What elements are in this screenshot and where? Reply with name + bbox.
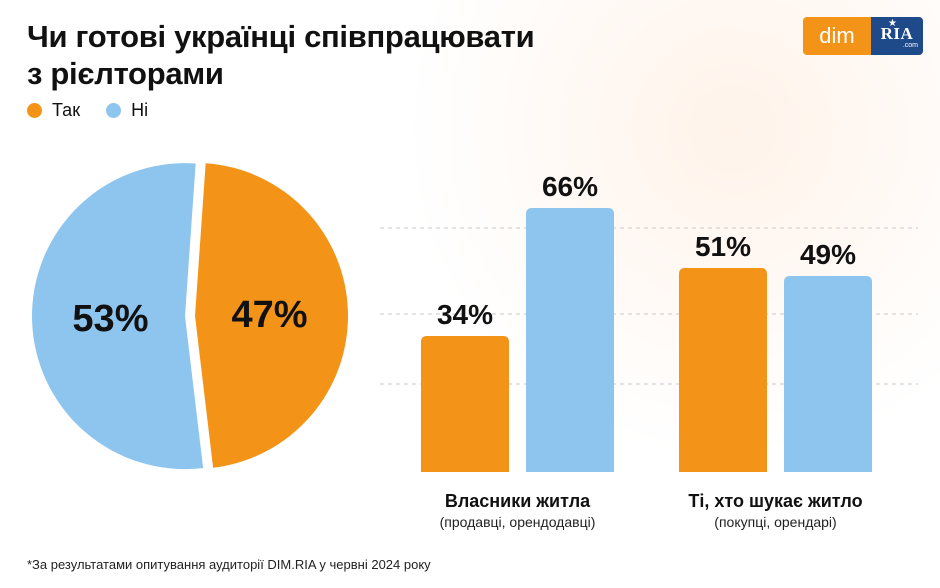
category-label: Ті, хто шукає житло — [688, 491, 862, 511]
bar-no-seekers — [784, 276, 872, 472]
pie-slice-yes — [194, 163, 348, 468]
dimria-logo: dim ★ RIA .com — [803, 17, 923, 55]
data-label: 49% — [800, 239, 856, 270]
pie-label-yes: 47% — [232, 294, 308, 336]
legend-item-yes: Так — [27, 100, 80, 121]
legend-label-yes: Так — [52, 100, 81, 120]
legend-label-no: Ні — [131, 100, 149, 120]
category-sublabel: (покупці, орендарі) — [714, 514, 836, 530]
data-label: 66% — [542, 171, 598, 202]
legend-item-no: Ні — [106, 100, 148, 121]
title-line-1: Чи готові українці співпрацювати — [27, 19, 535, 54]
pie-label-no: 53% — [72, 298, 148, 340]
logo-ria-suffix: .com — [902, 42, 918, 49]
bar-yes-seekers — [679, 268, 767, 472]
data-label: 34% — [437, 299, 493, 330]
footnote: *За результатами опитування аудиторії DI… — [27, 557, 431, 572]
legend-swatch-yes — [27, 103, 42, 118]
title-line-2: з рієлторами — [27, 56, 224, 91]
category-label: Власники житла — [445, 491, 591, 511]
category-sublabel: (продавці, орендодавці) — [440, 514, 596, 530]
legend-swatch-no — [106, 103, 122, 118]
bar-no-owners — [526, 208, 614, 472]
pie-slice-no — [32, 163, 204, 470]
chart-title: Чи готові українці співпрацювати з рієлт… — [27, 18, 627, 92]
bar-yes-owners — [421, 336, 509, 472]
logo-dim: dim — [803, 17, 871, 55]
logo-ria-text: RIA — [880, 24, 914, 43]
star-icon: ★ — [888, 18, 897, 29]
legend: Так Ні — [27, 100, 148, 121]
logo-ria: ★ RIA .com — [871, 17, 923, 55]
data-label: 51% — [695, 231, 751, 262]
